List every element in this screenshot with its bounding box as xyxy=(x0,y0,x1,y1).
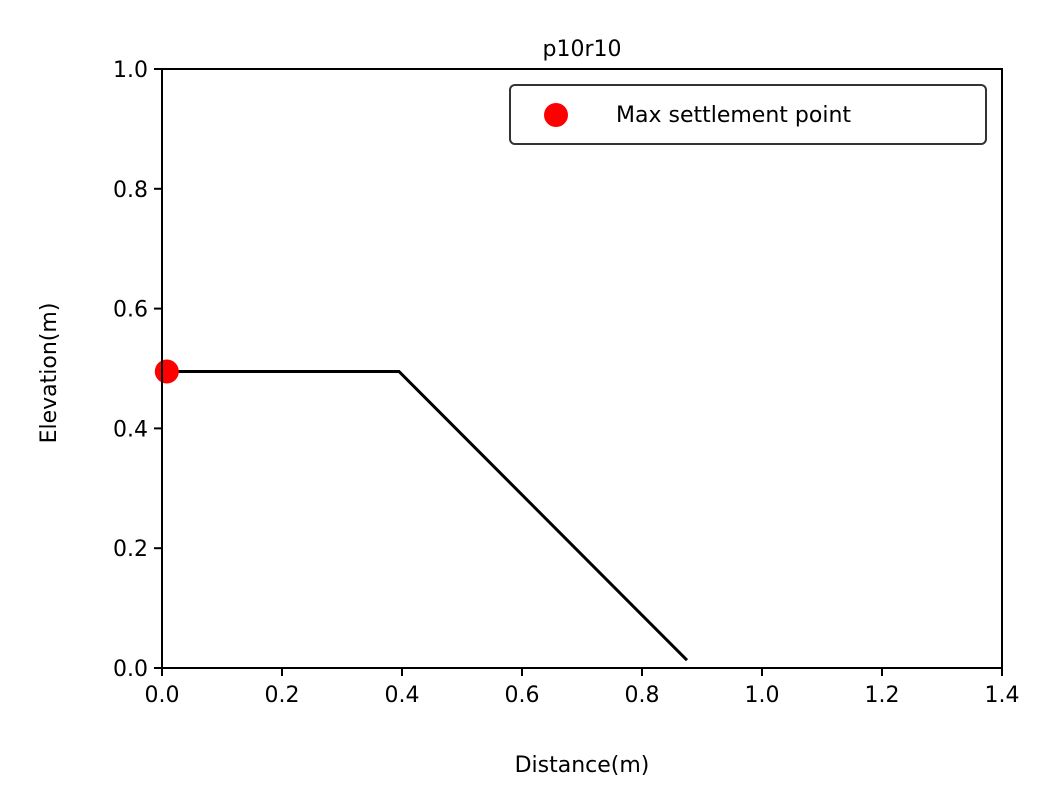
x-tick-label: 0.2 xyxy=(265,683,300,708)
axes-frame xyxy=(161,68,1003,669)
x-tick-label: 1.2 xyxy=(865,683,900,708)
y-tick-label: 0.4 xyxy=(113,417,148,442)
y-tick-label: 0.6 xyxy=(113,298,148,323)
plot-area xyxy=(154,359,689,662)
y-axis-ticks: 0.0 0.2 0.4 0.6 0.8 1.0 xyxy=(113,58,162,682)
legend-marker-max-settlement-point xyxy=(544,103,568,127)
legend-label-max-settlement-point: Max settlement point xyxy=(616,103,851,128)
x-tick-label: 0.0 xyxy=(145,683,180,708)
y-tick-label: 1.0 xyxy=(113,58,148,83)
chart-title: p10r10 xyxy=(543,37,622,62)
legend: Max settlement point xyxy=(509,84,987,145)
y-tick-label: 0.0 xyxy=(113,657,148,682)
y-axis-label: Elevation(m) xyxy=(37,303,62,444)
x-axis-ticks: 0.0 0.2 0.4 0.6 0.8 1.0 1.2 1.4 xyxy=(145,668,1020,708)
slope-profile-line xyxy=(162,369,689,662)
x-tick-label: 1.4 xyxy=(985,683,1020,708)
y-tick-label: 0.2 xyxy=(113,537,148,562)
max-settlement-point-marker xyxy=(154,359,179,384)
y-tick-label: 0.8 xyxy=(113,178,148,203)
x-tick-label: 1.0 xyxy=(745,683,780,708)
x-axis-label: Distance(m) xyxy=(515,753,650,778)
legend-box xyxy=(509,84,987,145)
x-tick-label: 0.8 xyxy=(625,683,660,708)
x-tick-label: 0.4 xyxy=(385,683,420,708)
x-tick-label: 0.6 xyxy=(505,683,540,708)
